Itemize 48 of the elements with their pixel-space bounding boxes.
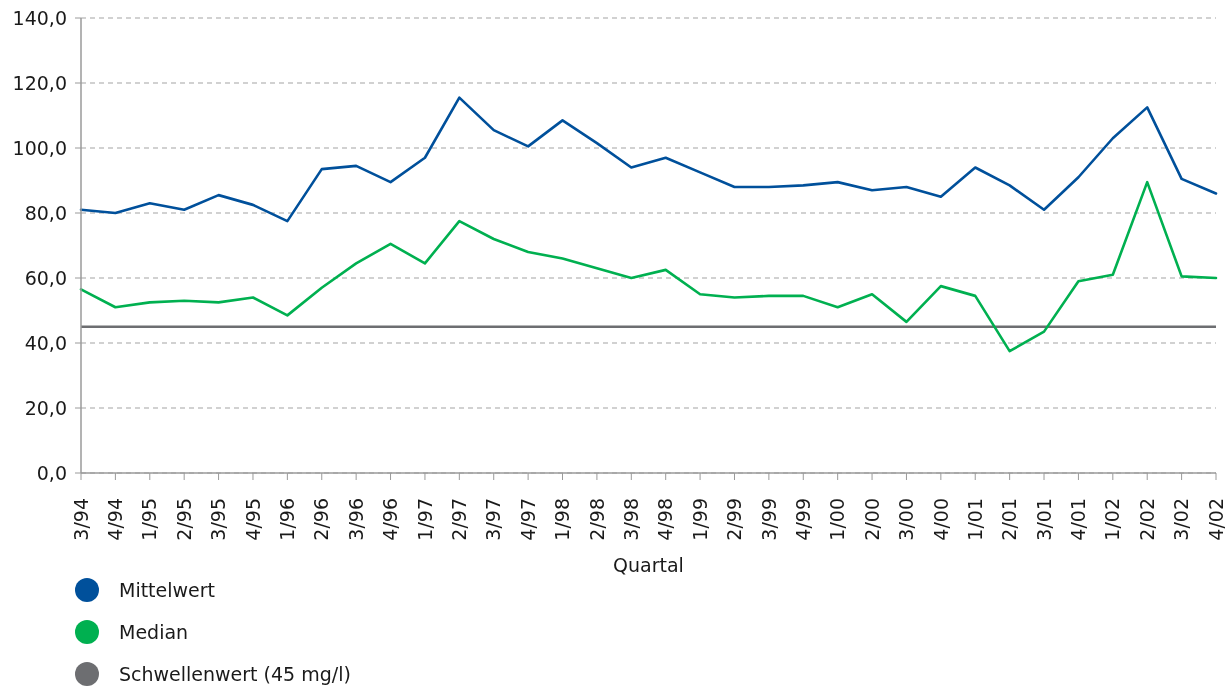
x-tick-label: 2/98 [585, 498, 608, 541]
x-tick-label: 3/00 [895, 498, 918, 541]
x-tick-label: 4/01 [1067, 498, 1090, 541]
y-tick-label: 140,0 [12, 6, 67, 29]
x-tick-label: 3/96 [344, 498, 367, 541]
legend-label: Schwellenwert (45 mg/l) [119, 662, 351, 686]
x-tick-label: 2/01 [998, 498, 1021, 541]
y-tick-label: 80,0 [24, 201, 67, 224]
x-tick-label: 1/99 [688, 498, 711, 541]
x-tick-label: 1/96 [276, 498, 299, 541]
y-tick-label: 20,0 [24, 396, 67, 419]
y-tick-label: 120,0 [12, 71, 67, 94]
x-tick-label: 4/96 [379, 498, 402, 541]
x-tick-label: 1/97 [413, 498, 436, 541]
x-tick-label: 4/99 [791, 498, 814, 541]
x-tick-label: 4/94 [104, 498, 127, 541]
x-tick-label: 1/00 [826, 498, 849, 541]
x-tick-label: 3/01 [1032, 498, 1055, 541]
x-tick-label: 4/00 [929, 498, 952, 541]
x-tick-label: 2/95 [172, 498, 195, 541]
x-tick-label: 4/95 [241, 498, 264, 541]
x-tick-label: 4/97 [516, 498, 539, 541]
y-tick-label: 0,0 [36, 461, 67, 484]
x-tick-label: 2/00 [860, 498, 883, 541]
x-tick-label: 3/94 [69, 498, 92, 541]
x-tick-label: 1/02 [1101, 498, 1124, 541]
line-series [79, 96, 1218, 223]
x-tick-label: 1/01 [963, 498, 986, 541]
x-tick-label: 3/95 [207, 498, 230, 541]
y-tick-label: 100,0 [12, 136, 67, 159]
line-series [79, 180, 1218, 353]
y-tick-label: 60,0 [24, 266, 67, 289]
x-tick-label: 1/95 [138, 498, 161, 541]
x-tick-label: 3/98 [619, 498, 642, 541]
x-tick-label: 4/98 [654, 498, 677, 541]
x-tick-label: 3/99 [757, 498, 780, 541]
x-tick-label: 1/98 [551, 498, 574, 541]
x-tick-label: 2/99 [723, 498, 746, 541]
x-tick-label: 3/97 [482, 498, 505, 541]
x-tick-label: 2/96 [310, 498, 333, 541]
legend-label: Mittelwert [119, 578, 216, 602]
x-axis-title: Quartal [613, 554, 684, 576]
x-tick-label: 4/02 [1204, 498, 1225, 541]
x-tick-label: 2/97 [447, 498, 470, 541]
y-tick-label: 40,0 [24, 331, 67, 354]
x-tick-label: 3/02 [1170, 498, 1193, 541]
legend-label: Median [119, 620, 189, 644]
x-tick-label: 2/02 [1135, 498, 1158, 541]
